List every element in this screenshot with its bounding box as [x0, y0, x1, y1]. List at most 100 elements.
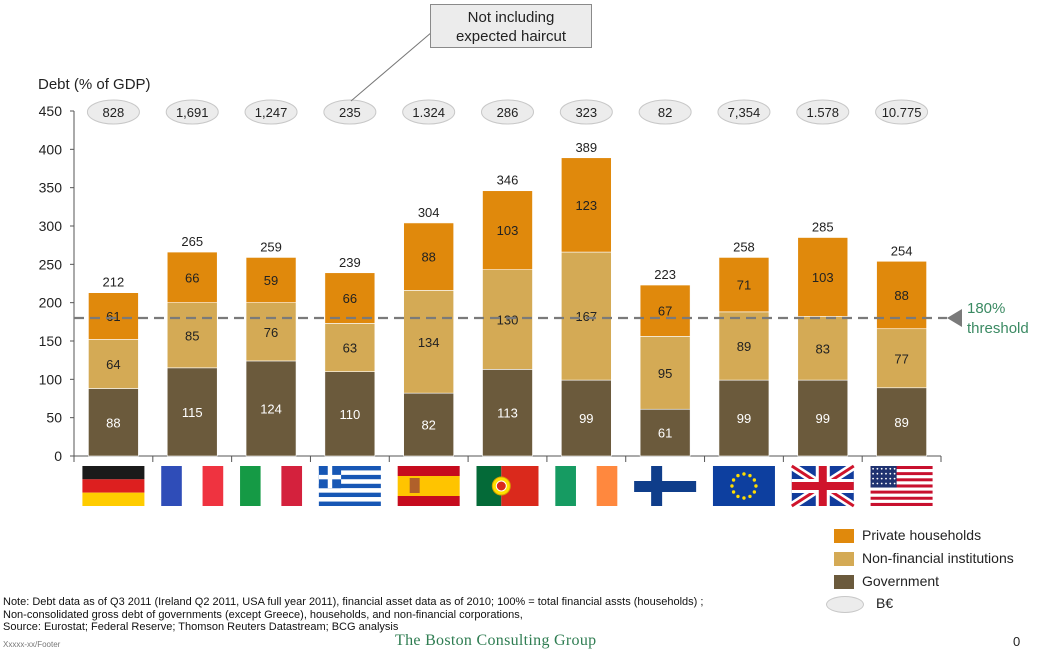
greece-flag-icon [318, 474, 381, 480]
germany-flag-icon [82, 466, 145, 480]
greece-flag-icon [318, 492, 381, 498]
asset-ellipse [638, 99, 692, 125]
y-tick-label: 400 [39, 141, 63, 157]
bar-segment-label: 88 [421, 250, 435, 265]
bar-total-label: 258 [733, 239, 755, 254]
bar-segment [403, 392, 454, 457]
bar-segment-label: 88 [106, 415, 120, 430]
bar-segment-label: 130 [497, 313, 519, 328]
bar-segment [88, 292, 139, 340]
legend-label-private-households: Private households [862, 527, 982, 543]
usa-flag-icon [876, 482, 879, 485]
bar-segment [166, 302, 218, 369]
bar-segment [88, 339, 139, 389]
usa-flag-icon [870, 502, 933, 506]
y-tick-label: 300 [39, 218, 63, 234]
france-flag-icon [181, 466, 203, 506]
usa-flag-icon [893, 482, 896, 485]
usa-flag-icon [872, 467, 874, 470]
y-tick-label: 200 [39, 295, 63, 311]
asset-ellipse [323, 99, 377, 125]
bar-segment [166, 251, 218, 303]
uk-flag-icon [791, 482, 854, 490]
legend-swatch-government [834, 575, 854, 589]
bar-total-label: 254 [891, 243, 913, 258]
footnote-line-2: Non-consolidated gross debt of governmen… [3, 608, 523, 621]
portugal-flag-icon [495, 480, 507, 492]
asset-ellipse [717, 99, 771, 125]
footnote: Note: Debt data as of Q3 2011 (Ireland Q… [3, 596, 803, 634]
callout-line-2: expected haircut [455, 28, 567, 45]
bar-segment-label: 89 [894, 415, 908, 430]
asset-value-label: 1.578 [806, 105, 839, 120]
italy-flag-icon [281, 466, 303, 506]
usa-flag-icon [876, 467, 879, 470]
usa-flag-icon [870, 481, 933, 485]
callout-connector [350, 31, 433, 102]
usa-flag-icon [885, 482, 887, 485]
bar-segment [166, 367, 218, 457]
bar-total-label: 239 [339, 255, 361, 270]
company-brand-text: The Boston Consulting Group [395, 632, 597, 649]
bar-segment [876, 387, 927, 457]
usa-flag-icon [889, 482, 892, 485]
legend-swatch-private-households [834, 529, 854, 543]
asset-value-label: 1,691 [176, 105, 209, 120]
usa-flag-icon [870, 496, 933, 500]
callout-line-1: Not including [467, 9, 555, 26]
bar-total-label: 285 [812, 220, 834, 235]
bar-total-label: 389 [575, 140, 597, 155]
bar-segment-label: 83 [816, 341, 830, 356]
eu-flag-icon [736, 494, 740, 499]
usa-flag-icon [889, 467, 892, 470]
greece-flag-icon [318, 483, 381, 489]
bar-segment-label: 59 [264, 273, 278, 288]
legend-asset-ellipse [826, 596, 864, 613]
y-tick-label: 50 [46, 410, 62, 426]
eu-flag-icon [731, 478, 736, 482]
usa-flag-icon [880, 472, 883, 475]
asset-ellipse [796, 99, 850, 125]
company-brand: The Boston Consulting Group [395, 632, 596, 650]
footnote-line-3: Source: Eurostat; Federal Reserve; Thoms… [3, 621, 399, 633]
asset-value-label: 1,247 [255, 105, 288, 120]
usa-flag-icon [870, 475, 933, 479]
page-number: 0 [1013, 634, 1021, 649]
bar-segment [245, 302, 297, 362]
spain-flag-icon [397, 476, 460, 496]
usa-flag-icon [870, 466, 933, 470]
bar-total-label: 223 [654, 267, 676, 282]
usa-flag-icon [880, 467, 883, 470]
y-axis-label: Debt (% of GDP) [38, 76, 151, 93]
eu-flag-icon [742, 496, 746, 500]
threshold-arrow [947, 309, 962, 327]
bar-total-label: 304 [418, 205, 440, 220]
bar-segment [561, 379, 612, 457]
usa-flag-icon [893, 467, 896, 470]
usa-flag-icon [870, 466, 897, 488]
usa-flag-icon [870, 490, 933, 494]
haircut-callout: Not including expected haircut [430, 4, 592, 48]
bar-segment [718, 257, 770, 313]
asset-ellipse [86, 99, 140, 125]
usa-flag-icon [870, 472, 933, 476]
bar-segment [639, 336, 691, 410]
bar-segment [403, 222, 454, 291]
bar-segment-label: 63 [343, 341, 357, 356]
bar-segment [324, 371, 376, 457]
france-flag-icon [202, 466, 224, 506]
bar-segment-label: 103 [497, 223, 519, 238]
usa-flag-icon [870, 469, 933, 473]
asset-value-label: 235 [339, 105, 361, 120]
bar-total-label: 346 [497, 173, 519, 188]
y-tick-label: 250 [39, 256, 63, 272]
asset-ellipse [559, 99, 613, 125]
asset-ellipse [402, 99, 456, 125]
bar-segment [403, 290, 454, 394]
legend-label-financial-assets: B€ [876, 595, 894, 611]
y-tick-label: 0 [54, 448, 62, 464]
eu-flag-icon [752, 478, 757, 482]
usa-flag-icon [885, 472, 887, 475]
greece-flag-icon [318, 488, 381, 493]
